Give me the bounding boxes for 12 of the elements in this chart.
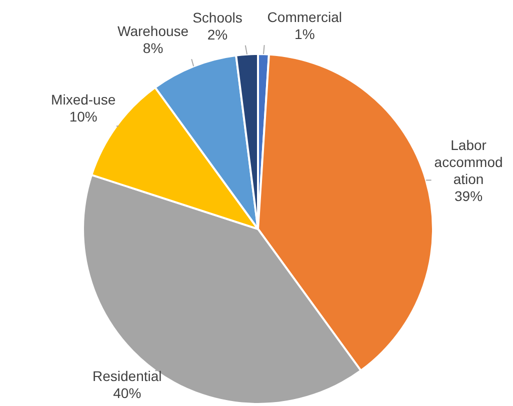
data-label: 39% — [454, 188, 483, 204]
data-label: 2% — [207, 26, 228, 42]
data-label: 40% — [113, 384, 142, 401]
slice-label: Schools — [192, 9, 242, 26]
slice-label: Mixed-use — [51, 92, 116, 108]
data-label: 1% — [294, 26, 315, 42]
data-label: 8% — [142, 40, 164, 56]
slice-label: Labor accommodation — [434, 136, 503, 187]
data-label: 10% — [69, 108, 98, 125]
slice-label: Residential — [92, 368, 162, 384]
slice-label: Warehouse — [117, 22, 189, 39]
slice-label: Commercial — [267, 8, 342, 25]
